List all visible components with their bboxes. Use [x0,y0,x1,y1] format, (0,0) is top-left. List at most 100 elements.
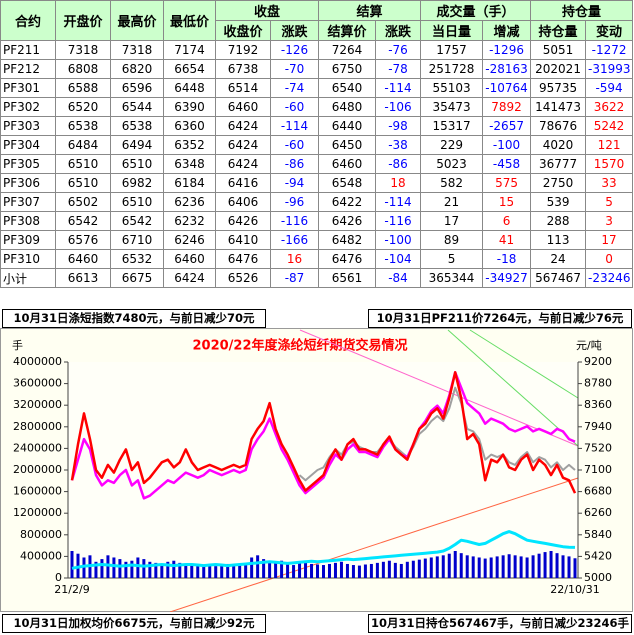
table-row: PF304 6484 6494 6352 6424 -60 6450 -38 229 -100 40… [0,135,634,155]
value-cell: 4020 [530,135,587,155]
volume-bar [417,559,421,578]
y2-tick-label: 8360 [584,398,612,411]
trend-line [169,477,579,612]
volume-bar [363,564,367,578]
group-header: 收盘 [214,0,320,21]
contract-cell: PF301 [0,78,56,98]
value-cell: 6510 [110,154,164,174]
note: 10月31日加权均价6675元，与前日减少92元 [2,614,266,633]
y-tick-label: 1200000 [13,506,62,519]
value-cell: 6236 [163,192,216,212]
volume-bar [459,553,463,578]
futures-table: 合约 开盘价 最高价 最低价 收盘 结算 成交量（手） 持仓量 收盘价 涨跌 结算价 涨跌 当日量 增减持… [0,0,634,288]
value-cell: 5051 [530,40,587,60]
volume-bar [471,556,475,578]
volume-bar [555,553,559,578]
value-cell: 6588 [55,78,111,98]
volume-bar [202,564,206,578]
value-cell: -106 [375,97,422,117]
value-cell: 6482 [318,230,377,250]
volume-bar [489,557,493,578]
volume-bar [310,563,314,578]
value-cell: 3 [585,211,634,231]
value-cell: -78 [375,59,422,79]
value-cell: 6352 [163,135,216,155]
value-cell: -116 [269,211,320,231]
volume-bar [304,562,308,578]
value-cell: 6561 [318,268,377,288]
trend-line [469,329,579,399]
value-cell: 6820 [110,59,164,79]
volume-bar [184,563,188,578]
table-row: PF302 6520 6544 6390 6460 -60 6480 -106 35473 789… [0,97,634,117]
x-tick-label: 21/2/9 [54,583,89,596]
value-cell: 6424 [163,268,216,288]
value-cell: 5242 [585,116,634,136]
volume-bar [549,551,553,578]
value-cell: -1296 [482,40,532,60]
value-cell: -28163 [482,59,532,79]
value-cell: -458 [482,154,532,174]
column-header: 增减 [482,20,532,41]
volume-bar [124,561,128,578]
contract-cell: PF304 [0,135,56,155]
volume-bar [106,555,110,578]
table-row: 小计 6613 6675 6424 6526 -87 6561 -84 365344 -34927… [0,268,634,288]
value-cell: 141473 [530,97,587,117]
y2-tick-label: 5000 [584,571,612,584]
value-cell: 6426 [318,211,377,231]
volume-bar [94,561,98,578]
value-cell: 6982 [110,173,164,193]
value-cell: 6526 [215,268,271,288]
series-line [70,371,577,494]
value-cell: 2750 [530,173,587,193]
value-cell: 6348 [163,154,216,174]
column-header: 开盘价 [55,0,111,41]
volume-bar [447,553,451,578]
volume-bar [495,556,499,578]
volume-bar [435,556,439,578]
y2-axis-label: 元/吨 [576,339,602,352]
value-cell: 6548 [318,173,377,193]
value-cell: 6738 [215,59,271,79]
value-cell: 7892 [482,97,532,117]
volume-bar [543,552,547,578]
value-cell: -594 [585,78,634,98]
volume-bar [130,560,134,578]
note: 10月31日PF211价7264元，与前日减少76元 [368,309,632,328]
contract-cell: 小计 [0,268,56,288]
volume-bar [142,559,146,578]
value-cell: 6448 [163,78,216,98]
y-tick-label: 400000 [20,549,62,562]
y-tick-label: 2000000 [13,463,62,476]
value-cell: 6422 [318,192,377,212]
y-axis-label: 手 [12,338,23,352]
value-cell: 539 [530,192,587,212]
contract-cell: PF303 [0,116,56,136]
series-line [71,530,576,570]
value-cell: 6532 [110,249,164,269]
y2-tick-label: 6260 [584,506,612,519]
y-tick-label: 800000 [20,528,62,541]
value-cell: 6494 [110,135,164,155]
value-cell: 6613 [55,268,111,288]
value-cell: 89 [420,230,484,250]
table-row: PF310 6460 6532 6460 6476 16 6476 -104 5 -18 24 0 [0,249,634,269]
volume-bar [525,557,529,578]
value-cell: 6710 [110,230,164,250]
value-cell: 36777 [530,154,587,174]
value-cell: 6502 [55,192,111,212]
value-cell: -86 [269,154,320,174]
y-tick-label: 3200000 [13,398,62,411]
value-cell: 6750 [318,59,377,79]
value-cell: 6410 [215,230,271,250]
volume-bar [280,560,284,578]
contract-cell: PF302 [0,97,56,117]
value-cell: 6 [482,211,532,231]
volume-bar [292,565,296,578]
volume-bar [136,557,140,578]
y2-tick-label: 9200 [584,355,612,368]
volume-bar [316,564,320,578]
value-cell: -104 [375,249,422,269]
column-header: 涨跌 [375,20,422,41]
